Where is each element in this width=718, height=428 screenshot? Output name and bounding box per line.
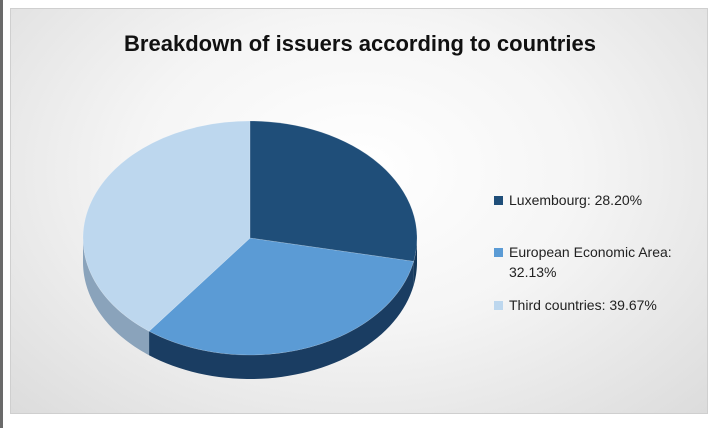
left-border bbox=[0, 0, 3, 428]
legend-item-third-countries: Third countries: 39.67% bbox=[494, 295, 704, 315]
legend-label-third-countries: Third countries: 39.67% bbox=[509, 297, 657, 313]
legend-swatch-european-economic-area bbox=[494, 248, 503, 257]
pie-side-european-economic-area bbox=[149, 261, 414, 379]
pie-side-third-countries bbox=[83, 238, 150, 356]
chart-title: Breakdown of issuers according to countr… bbox=[124, 31, 596, 56]
legend-swatch-third-countries bbox=[494, 301, 503, 310]
legend-label-luxembourg: Luxembourg: 28.20% bbox=[509, 192, 643, 208]
pie-slice-european-economic-area bbox=[148, 237, 415, 356]
pie-side-luxembourg bbox=[413, 238, 417, 286]
pie-slice-luxembourg bbox=[249, 120, 418, 262]
legend-swatch-luxembourg bbox=[494, 196, 503, 205]
pie-slice-third-countries bbox=[82, 120, 251, 332]
legend-item-luxembourg: Luxembourg: 28.20% bbox=[494, 190, 704, 210]
legend-label-european-economic-area: European Economic Area: 32.13% bbox=[509, 244, 672, 280]
pie-chart bbox=[82, 120, 418, 379]
chart-area: Breakdown of issuers according to countr… bbox=[10, 8, 708, 414]
pie-sides bbox=[83, 238, 417, 379]
legend-item-european-economic-area: European Economic Area: 32.13% bbox=[494, 242, 704, 282]
pie-tops bbox=[82, 120, 418, 356]
